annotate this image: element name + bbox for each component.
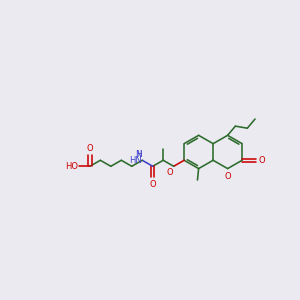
- Text: O: O: [166, 168, 173, 177]
- Text: N: N: [135, 150, 142, 159]
- Text: O: O: [259, 156, 265, 165]
- Text: O: O: [149, 180, 156, 189]
- Text: HN: HN: [129, 156, 142, 165]
- Text: O: O: [224, 172, 231, 181]
- Text: HO: HO: [65, 162, 78, 171]
- Text: H: H: [136, 150, 142, 159]
- Text: O: O: [87, 144, 93, 153]
